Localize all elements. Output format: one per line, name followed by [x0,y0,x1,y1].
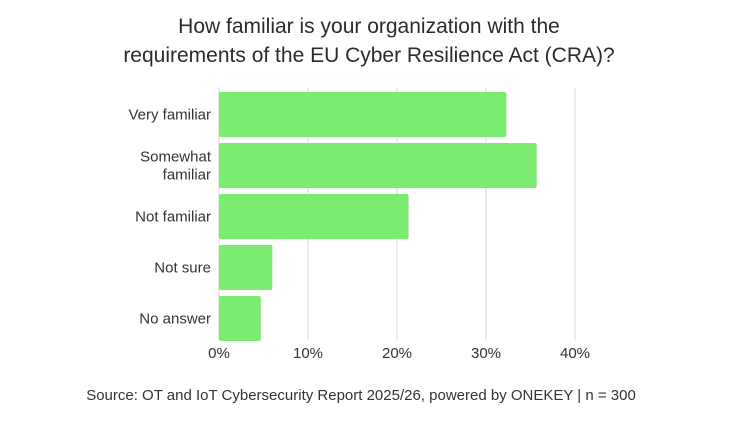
source-note: Source: OT and IoT Cybersecurity Report … [86,387,636,404]
category-label: Not familiar [135,209,211,226]
x-axis-tick-labels: 0% 10% 20% 30% 40% [208,345,590,362]
x-tick-label: 10% [293,345,323,362]
x-tick-label: 30% [471,345,501,362]
x-tick-label: 40% [560,345,590,362]
category-label: No answer [139,311,211,328]
x-tick-label: 0% [208,345,230,362]
chart-title-line-2: requirements of the EU Cyber Resilience … [123,44,614,67]
category-label: Somewhat [140,149,212,166]
bar [219,245,273,290]
chart-title: How familiar is your organization with t… [123,15,614,67]
bar [219,143,537,188]
category-label: familiar [163,167,211,184]
bars [219,92,537,341]
category-label: Very familiar [128,107,211,124]
bar [219,194,409,239]
bar [219,92,507,137]
chart-title-line-1: How familiar is your organization with t… [178,15,560,38]
category-label: Not sure [154,260,211,277]
bar [219,296,261,341]
x-tick-label: 20% [382,345,412,362]
